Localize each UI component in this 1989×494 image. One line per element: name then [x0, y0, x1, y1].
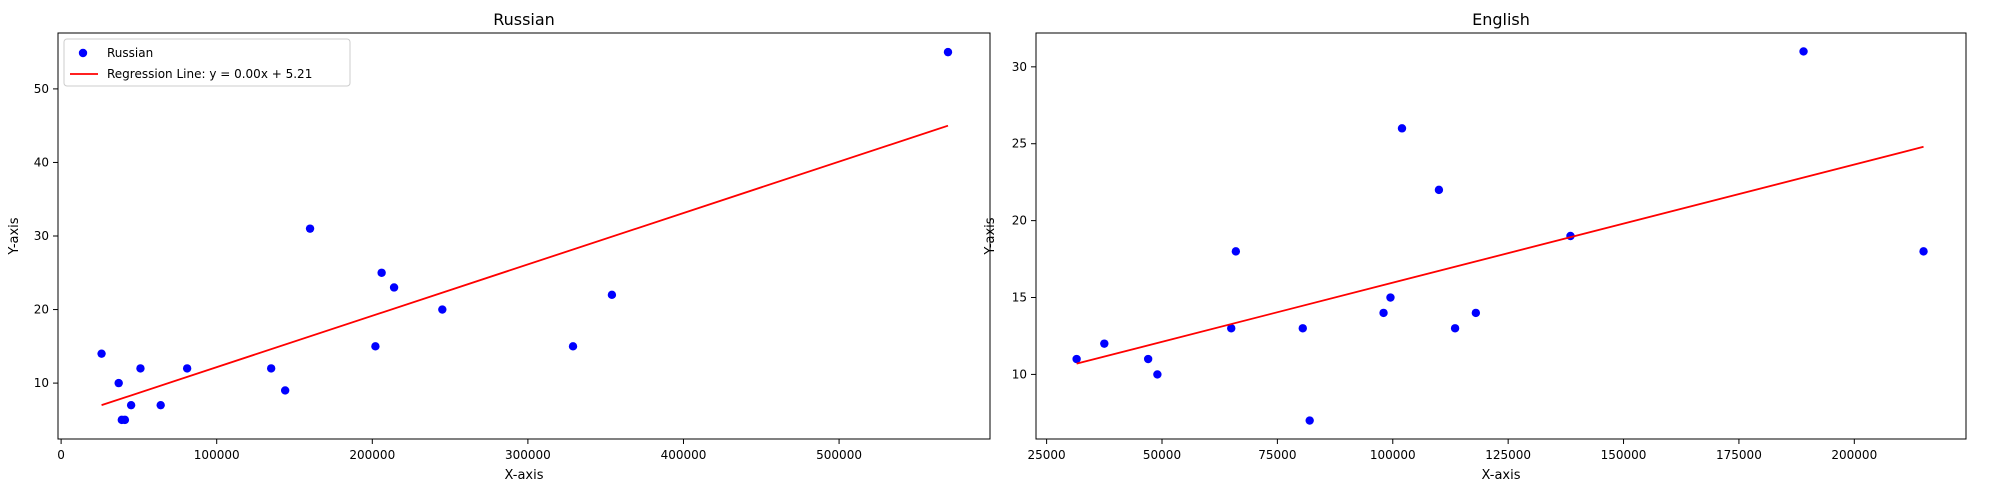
legend-marker — [78, 48, 88, 58]
scatter-point — [568, 342, 578, 351]
scatter-point — [1072, 354, 1081, 364]
scatter-point — [1231, 247, 1241, 256]
scatter-point — [377, 268, 386, 277]
scatter-point — [182, 364, 192, 373]
y-tick-label: 20 — [34, 303, 49, 317]
scatter-point — [607, 290, 617, 300]
scatter-point — [1434, 185, 1444, 195]
scatter-point — [114, 378, 123, 388]
x-tick-label: 200000 — [349, 448, 395, 462]
x-tick-label: 500000 — [816, 448, 862, 462]
x-tick-label: 100000 — [1370, 448, 1416, 462]
scatter-point — [1450, 324, 1460, 333]
scatter-point — [156, 400, 165, 410]
x-tick-label: 0 — [57, 448, 65, 462]
regression-line — [1076, 145, 1924, 365]
scatter-point — [1471, 308, 1481, 318]
legend-label: Russian — [107, 46, 153, 60]
plot-frame — [1035, 32, 1967, 440]
y-tick-label: 15 — [1012, 291, 1027, 305]
scatter-point — [1799, 47, 1808, 56]
scatter-point — [1397, 124, 1407, 133]
x-tick-label: 200000 — [1831, 448, 1877, 462]
y-tick-label: 20 — [1012, 214, 1027, 228]
regression-line — [101, 124, 949, 407]
scatter-point — [1100, 339, 1109, 348]
chart-1: Russian X-axis Y-axis 0 100000 200000 300000 40… — [7, 10, 991, 483]
scatter-point — [1143, 354, 1153, 364]
scatter-point — [1305, 416, 1314, 425]
scatter-point — [280, 386, 290, 395]
legend-box — [63, 38, 351, 87]
chart-title: English — [1472, 10, 1530, 29]
scatter-point — [305, 224, 315, 233]
scatter-point — [1298, 324, 1307, 333]
y-tick-label: 30 — [1012, 60, 1027, 74]
scatter-point — [136, 364, 145, 373]
y-tick-label: 30 — [34, 229, 49, 243]
y-axis-label: Y-axis — [983, 217, 998, 255]
x-tick-label: 100000 — [194, 448, 240, 462]
x-tick-label: 75000 — [1258, 448, 1296, 462]
plot-frame — [57, 32, 991, 440]
x-tick-label: 125000 — [1485, 448, 1531, 462]
legend-label: Regression Line: y = 0.00x + 5.21 — [107, 67, 312, 81]
scatter-point — [438, 305, 447, 314]
scatter-point — [943, 47, 953, 57]
y-tick-label: 25 — [1012, 137, 1027, 151]
scatter-point — [1153, 370, 1162, 379]
legend: Russian Regression Line: y = 0.00x + 5.21 — [63, 38, 351, 87]
x-tick-label: 400000 — [661, 448, 707, 462]
x-tick-label: 300000 — [505, 448, 551, 462]
scatter-point — [266, 364, 276, 373]
x-axis-label: X-axis — [505, 468, 544, 483]
chart-2: English X-axis Y-axis 25000 50000 75000 100000… — [983, 10, 1967, 483]
x-tick-label: 150000 — [1601, 448, 1647, 462]
scatter-point — [371, 342, 380, 351]
scatter-point — [1919, 247, 1928, 256]
y-tick-label: 10 — [34, 376, 49, 390]
y-axis-label: Y-axis — [7, 217, 22, 255]
chart-title: Russian — [493, 10, 555, 29]
scatter-point — [1227, 324, 1236, 333]
x-tick-label: 25000 — [1028, 448, 1066, 462]
x-tick-label: 175000 — [1716, 448, 1762, 462]
y-tick-label: 50 — [34, 82, 49, 96]
y-tick-label: 10 — [1012, 367, 1027, 381]
y-tick-label: 40 — [34, 155, 49, 169]
scatter-point — [1379, 308, 1388, 318]
scatter-point — [389, 283, 399, 292]
scatter-point — [126, 400, 136, 410]
x-tick-label: 50000 — [1143, 448, 1181, 462]
scatter-point — [120, 415, 130, 425]
scatter-point — [1386, 293, 1395, 302]
x-axis-label: X-axis — [1482, 468, 1521, 483]
scatter-point — [97, 349, 106, 358]
